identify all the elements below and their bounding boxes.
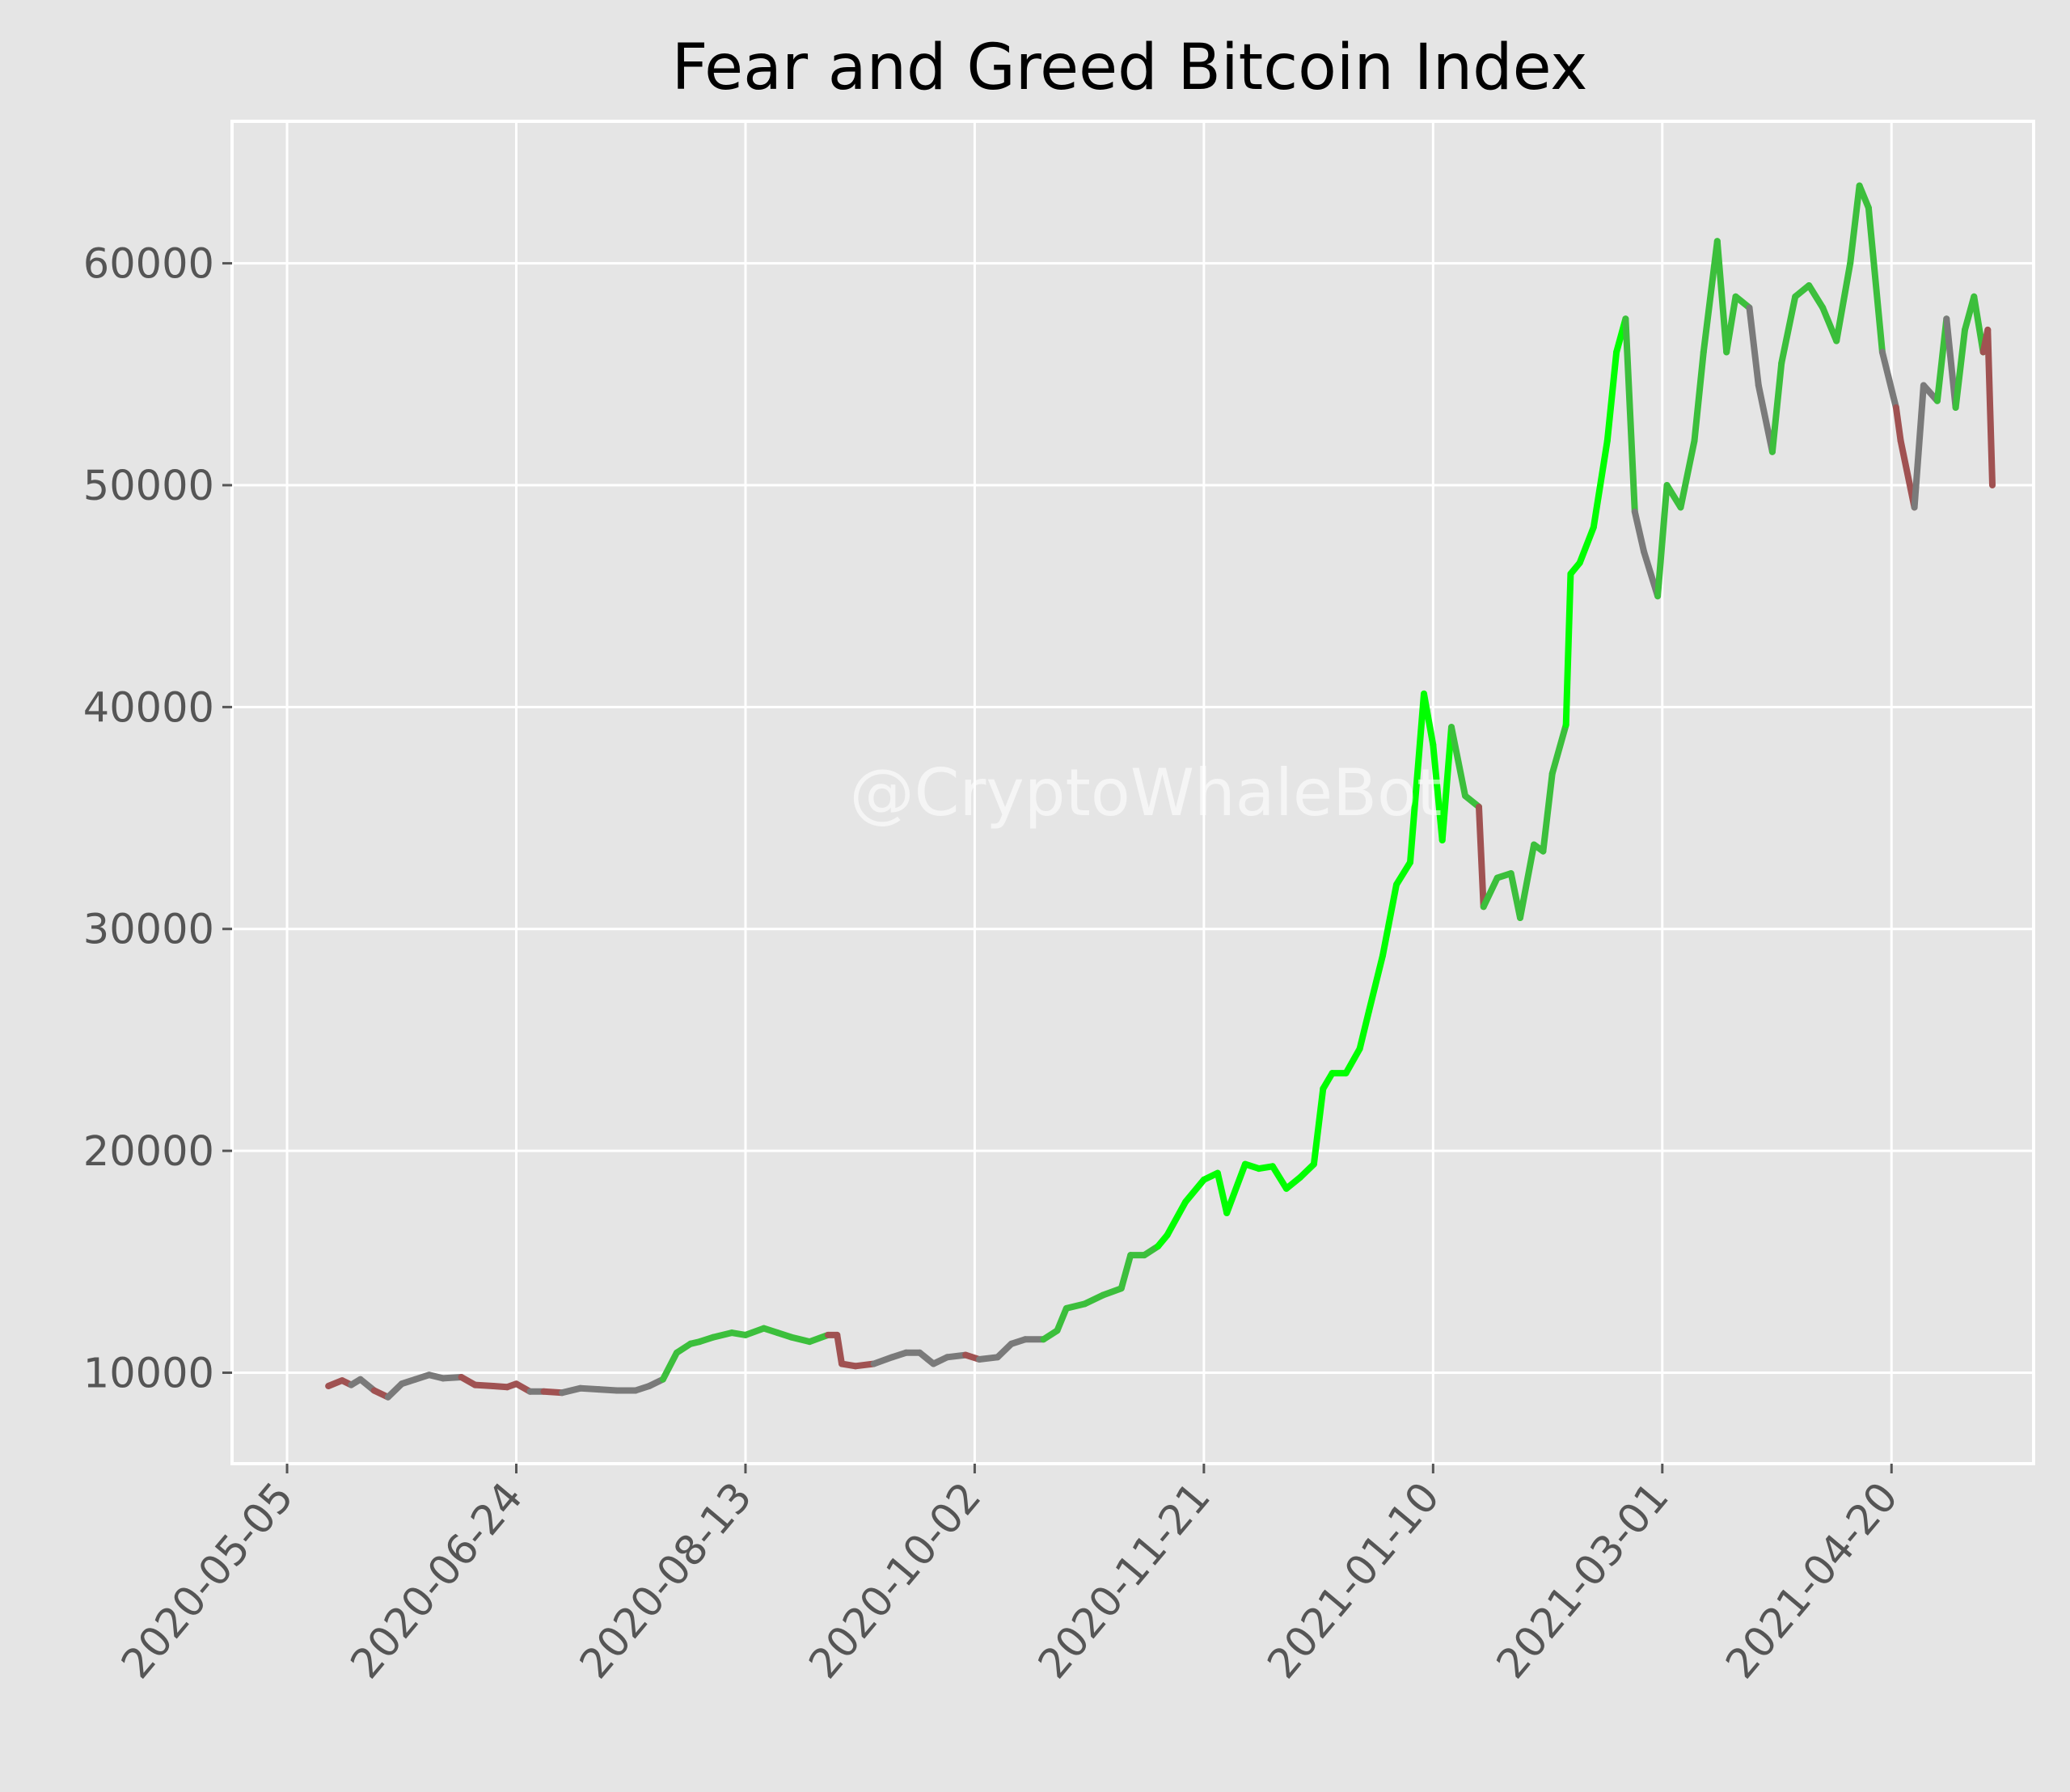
price-segment — [1654, 482, 1671, 600]
price-segment — [1691, 349, 1707, 445]
price-segment — [1622, 315, 1638, 515]
y-tick-label: 40000 — [83, 684, 214, 732]
price-segment — [1755, 382, 1776, 455]
price-segment — [1865, 205, 1886, 356]
price-segment — [1713, 238, 1730, 356]
y-tick-label: 10000 — [83, 1350, 214, 1398]
axis-ticks — [222, 262, 1893, 1473]
price-segment — [1342, 1045, 1363, 1077]
price-segment — [1448, 724, 1468, 800]
price-segment — [742, 1325, 767, 1338]
price-segment — [1806, 282, 1827, 311]
price-segment — [1847, 182, 1863, 267]
price-segment — [1576, 524, 1597, 566]
price-segment — [1590, 437, 1611, 531]
price-segment — [1603, 349, 1620, 445]
price-segment — [1971, 293, 1987, 356]
price-segment — [1100, 1285, 1125, 1299]
price-segment — [1700, 238, 1721, 356]
price-line — [325, 182, 1996, 1401]
price-segment — [1548, 721, 1569, 777]
price-segment — [1476, 803, 1487, 911]
price-segment — [834, 1331, 845, 1367]
price-segment — [1723, 293, 1739, 356]
price-segment — [1517, 841, 1538, 921]
y-tick-label: 50000 — [83, 463, 214, 510]
price-segment — [1943, 315, 1959, 411]
price-segment — [659, 1349, 680, 1383]
price-segment — [1379, 881, 1400, 959]
price-segment — [1778, 293, 1799, 367]
y-tick-label: 20000 — [83, 1128, 214, 1176]
price-segment — [1892, 404, 1904, 445]
plot-frame — [230, 120, 2035, 1465]
price-segment — [1182, 1176, 1207, 1206]
price-segment — [1356, 1008, 1372, 1052]
price-segment — [1677, 437, 1698, 511]
price-segment — [1540, 770, 1556, 855]
price-segment — [1269, 1163, 1290, 1192]
plot-area: @CryptoWhaleBot — [222, 120, 2035, 1473]
y-axis-labels: 10000 20000 30000 40000 50000 60000 — [83, 241, 214, 1398]
price-segment — [1631, 508, 1648, 556]
price-segment — [1117, 1252, 1134, 1292]
chart-title: Fear and Greed Bitcoin Index — [672, 32, 1588, 104]
y-tick-label: 60000 — [83, 241, 214, 289]
watermark-text: @CryptoWhaleBot — [850, 755, 1443, 830]
price-segment — [806, 1331, 831, 1346]
price-segment — [1393, 859, 1413, 888]
price-segment — [1310, 1085, 1327, 1168]
price-segment — [1833, 260, 1854, 344]
price-segment — [1856, 182, 1872, 211]
y-tick-label: 30000 — [83, 907, 214, 954]
price-segment — [870, 1354, 896, 1367]
price-segment — [1081, 1291, 1107, 1308]
price-segment — [1054, 1304, 1070, 1334]
price-segment — [1223, 1160, 1248, 1216]
grid — [232, 121, 2034, 1464]
price-segment — [1480, 874, 1501, 911]
price-segment — [1214, 1169, 1231, 1216]
price-segment — [1407, 690, 1427, 866]
price-segment — [1562, 570, 1574, 729]
price-segment — [1878, 349, 1899, 411]
price-segment — [1421, 690, 1437, 748]
price-segment — [1952, 326, 1968, 411]
price-segment — [1164, 1198, 1189, 1239]
price-segment — [1366, 952, 1386, 1015]
price-segment — [1984, 326, 1996, 488]
price-segment — [1746, 304, 1762, 389]
price-segment — [1911, 382, 1927, 511]
price-segment — [1768, 360, 1785, 455]
price-segment — [1438, 724, 1455, 843]
